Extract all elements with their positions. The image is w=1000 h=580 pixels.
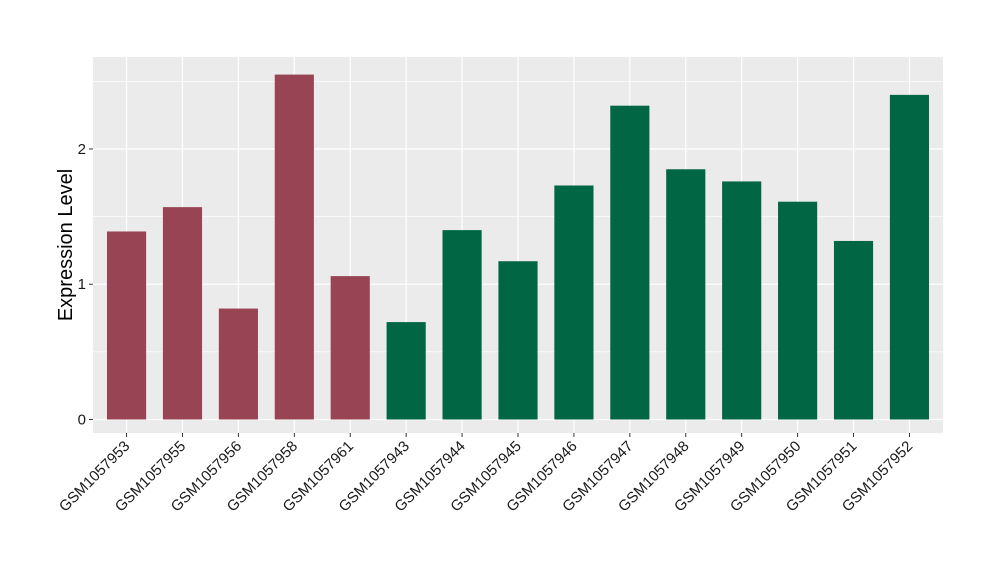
y-tick-label: 1 — [78, 276, 86, 293]
bar-GSM1057943 — [386, 322, 426, 420]
bar-GSM1057951 — [833, 240, 874, 420]
y-tick-label: 0 — [78, 411, 86, 428]
bar-GSM1057961 — [330, 276, 370, 420]
bar-GSM1057956 — [218, 308, 258, 420]
bar-GSM1057946 — [554, 185, 594, 420]
bar-GSM1057948 — [666, 169, 706, 420]
bar-GSM1057958 — [274, 74, 314, 420]
y-axis-title: Expression Level — [55, 169, 77, 321]
y-axis: 0 1 2 — [78, 141, 93, 428]
bar-GSM1057949 — [722, 181, 762, 420]
y-tick-label: 2 — [78, 141, 86, 158]
bar-GSM1057952 — [889, 94, 930, 420]
bar-GSM1057945 — [498, 261, 538, 420]
bars-layer — [106, 74, 930, 420]
bar-GSM1057944 — [442, 230, 482, 420]
bar-GSM1057955 — [162, 207, 203, 420]
x-axis: GSM1057953GSM1057955GSM1057956GSM1057958… — [56, 433, 916, 515]
bar-GSM1057950 — [778, 201, 818, 420]
bar-GSM1057947 — [610, 105, 650, 420]
bar-GSM1057953 — [106, 231, 147, 420]
